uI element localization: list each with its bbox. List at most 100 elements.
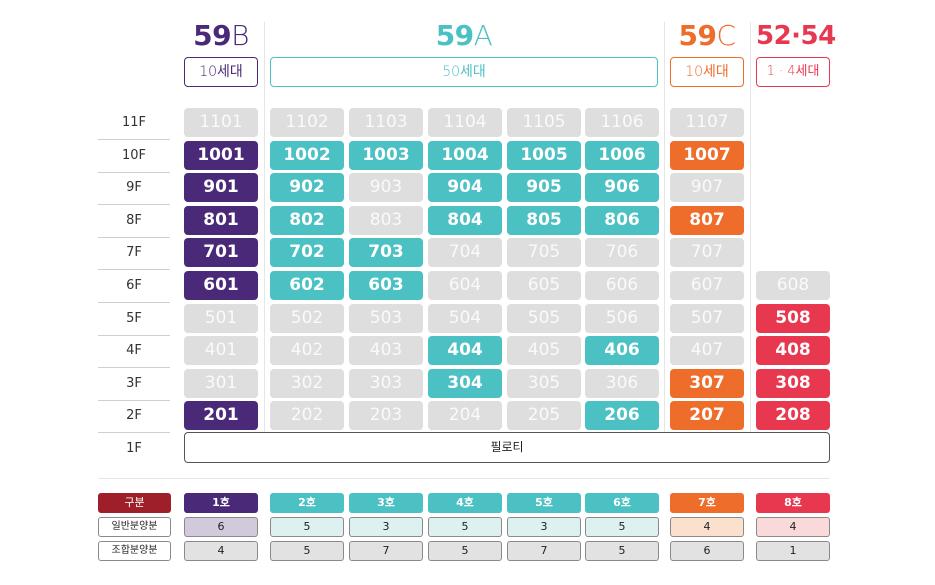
unit-cell-703: 703 xyxy=(349,238,423,267)
type-59a-units: 50세대 xyxy=(270,57,658,87)
floor-label: 9F xyxy=(126,180,142,195)
type-59c-units: 10세대 xyxy=(670,57,744,87)
summary-row-label: 조합분양분 xyxy=(98,541,171,561)
floor-label: 11F xyxy=(121,115,147,130)
unit-cell-901: 901 xyxy=(184,173,258,202)
summary-union-count: 6 xyxy=(670,541,744,561)
unit-cell-406: 406 xyxy=(585,336,659,365)
type-59c-header: 59C 10세대 xyxy=(670,18,744,87)
unit-cell-1103: 1103 xyxy=(349,108,423,137)
unit-cell-905: 905 xyxy=(507,173,581,202)
unit-cell-704: 704 xyxy=(428,238,502,267)
summary-line-header: 2호 xyxy=(270,493,344,513)
summary-union-count: 7 xyxy=(349,541,423,561)
unit-cell-603: 603 xyxy=(349,271,423,300)
unit-cell-706: 706 xyxy=(585,238,659,267)
unit-cell-804: 804 xyxy=(428,206,502,235)
type-59a-title: 59A xyxy=(435,19,493,52)
floor-label: 10F xyxy=(121,148,147,163)
summary-general-count: 4 xyxy=(756,517,830,537)
floor-divider xyxy=(98,400,170,401)
unit-cell-1006: 1006 xyxy=(585,141,659,170)
summary-row-label: 일반분양분 xyxy=(98,517,171,537)
floor-divider xyxy=(98,172,170,173)
summary-line-header: 3호 xyxy=(349,493,423,513)
unit-cell-1007: 1007 xyxy=(670,141,744,170)
unit-cell-904: 904 xyxy=(428,173,502,202)
unit-cell-1106: 1106 xyxy=(585,108,659,137)
column-divider xyxy=(264,22,265,432)
unit-cell-606: 606 xyxy=(585,271,659,300)
unit-cell-1105: 1105 xyxy=(507,108,581,137)
unit-cell-507: 507 xyxy=(670,304,744,333)
summary-line-header: 6호 xyxy=(585,493,659,513)
unit-cell-702: 702 xyxy=(270,238,344,267)
summary-line-header: 4호 xyxy=(428,493,502,513)
unit-cell-308: 308 xyxy=(756,369,830,398)
type-59a-header: 59A 50세대 xyxy=(270,18,658,87)
column-divider xyxy=(664,22,665,432)
unit-cell-506: 506 xyxy=(585,304,659,333)
floor-divider xyxy=(98,139,170,140)
unit-cell-402: 402 xyxy=(270,336,344,365)
summary-general-count: 3 xyxy=(349,517,423,537)
unit-cell-805: 805 xyxy=(507,206,581,235)
summary-union-count: 7 xyxy=(507,541,581,561)
unit-cell-902: 902 xyxy=(270,173,344,202)
unit-cell-202: 202 xyxy=(270,401,344,430)
type-5254-title: 52·54 xyxy=(756,21,836,51)
floor-divider xyxy=(98,204,170,205)
summary-union-count: 4 xyxy=(184,541,258,561)
summary-general-count: 4 xyxy=(670,517,744,537)
unit-cell-602: 602 xyxy=(270,271,344,300)
unit-cell-1107: 1107 xyxy=(670,108,744,137)
unit-cell-1104: 1104 xyxy=(428,108,502,137)
unit-cell-505: 505 xyxy=(507,304,581,333)
summary-union-count: 5 xyxy=(270,541,344,561)
unit-cell-903: 903 xyxy=(349,173,423,202)
summary-line-header: 5호 xyxy=(507,493,581,513)
summary-header-label: 구분 xyxy=(98,493,171,513)
unit-cell-405: 405 xyxy=(507,336,581,365)
summary-union-count: 5 xyxy=(428,541,502,561)
unit-cell-206: 206 xyxy=(585,401,659,430)
floor-label: 1F xyxy=(126,441,142,456)
unit-cell-608: 608 xyxy=(756,271,830,300)
unit-cell-501: 501 xyxy=(184,304,258,333)
unit-cell-502: 502 xyxy=(270,304,344,333)
summary-line-header: 1호 xyxy=(184,493,258,513)
unit-cell-201: 201 xyxy=(184,401,258,430)
unit-cell-604: 604 xyxy=(428,271,502,300)
unit-cell-906: 906 xyxy=(585,173,659,202)
type-5254-units: 1 · 4세대 xyxy=(756,57,830,87)
type-59c-title: 59C xyxy=(678,19,736,52)
unit-cell-504: 504 xyxy=(428,304,502,333)
summary-line-header: 8호 xyxy=(756,493,830,513)
unit-cell-1003: 1003 xyxy=(349,141,423,170)
unit-cell-307: 307 xyxy=(670,369,744,398)
unit-cell-701: 701 xyxy=(184,238,258,267)
unit-cell-205: 205 xyxy=(507,401,581,430)
floor-divider xyxy=(98,302,170,303)
unit-cell-1004: 1004 xyxy=(428,141,502,170)
unit-cell-803: 803 xyxy=(349,206,423,235)
floor-divider xyxy=(98,367,170,368)
unit-cell-1005: 1005 xyxy=(507,141,581,170)
summary-line-header: 7호 xyxy=(670,493,744,513)
piloti-row: 필로티 xyxy=(184,432,830,463)
summary-union-count: 1 xyxy=(756,541,830,561)
unit-cell-607: 607 xyxy=(670,271,744,300)
unit-cell-407: 407 xyxy=(670,336,744,365)
unit-cell-1001: 1001 xyxy=(184,141,258,170)
unit-cell-1101: 1101 xyxy=(184,108,258,137)
unit-cell-1002: 1002 xyxy=(270,141,344,170)
unit-cell-302: 302 xyxy=(270,369,344,398)
unit-cell-605: 605 xyxy=(507,271,581,300)
unit-cell-305: 305 xyxy=(507,369,581,398)
unit-cell-802: 802 xyxy=(270,206,344,235)
unit-cell-303: 303 xyxy=(349,369,423,398)
floor-label: 8F xyxy=(126,213,142,228)
unit-cell-306: 306 xyxy=(585,369,659,398)
type-59b-units: 10세대 xyxy=(184,57,258,87)
unit-cell-204: 204 xyxy=(428,401,502,430)
